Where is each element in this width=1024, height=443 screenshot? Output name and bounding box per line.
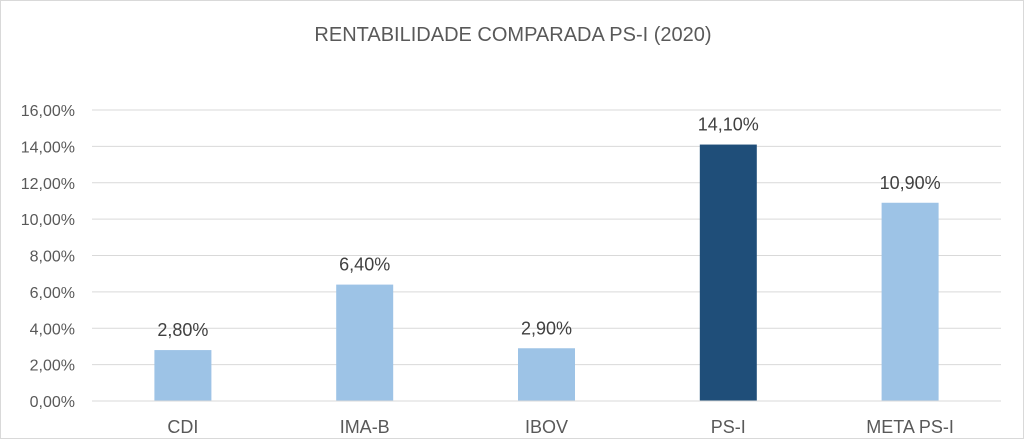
y-tick-label: 4,00%	[30, 321, 75, 338]
y-tick-label: 10,00%	[21, 212, 75, 229]
data-label: 2,90%	[521, 318, 572, 338]
x-tick-label: META PS-I	[866, 417, 954, 437]
x-tick-label: IBOV	[525, 417, 568, 437]
y-tick-label: 8,00%	[30, 249, 75, 266]
y-tick-label: 6,00%	[30, 285, 75, 302]
bars	[154, 144, 939, 401]
x-axis-ticks: CDI IMA-B IBOV PS-I META PS-I	[167, 417, 954, 437]
grid-lines	[92, 109, 1001, 366]
y-tick-label: 2,00%	[30, 358, 75, 375]
bar	[154, 350, 212, 401]
bar	[881, 202, 939, 401]
bar	[699, 144, 757, 401]
bar	[336, 284, 394, 401]
data-label: 6,40%	[339, 255, 390, 275]
x-tick-label: IMA-B	[340, 417, 390, 437]
chart-title: RENTABILIDADE COMPARADA PS-I (2020)	[314, 24, 711, 46]
y-axis-ticks: 0,00% 2,00% 4,00% 6,00% 8,00% 10,00% 12,00% 14,…	[21, 103, 75, 411]
bar	[518, 348, 575, 401]
x-tick-label: PS-I	[711, 417, 746, 437]
y-tick-label: 0,00%	[30, 394, 75, 411]
y-tick-label: 12,00%	[21, 176, 75, 193]
y-tick-label: 14,00%	[21, 139, 75, 156]
data-label: 10,90%	[880, 173, 941, 193]
data-label: 14,10%	[698, 115, 759, 135]
y-tick-label: 16,00%	[21, 103, 75, 120]
data-label: 2,80%	[157, 320, 208, 340]
x-tick-label: CDI	[167, 417, 198, 437]
data-labels: 2,80% 6,40% 2,90% 14,10% 10,90%	[157, 115, 940, 341]
